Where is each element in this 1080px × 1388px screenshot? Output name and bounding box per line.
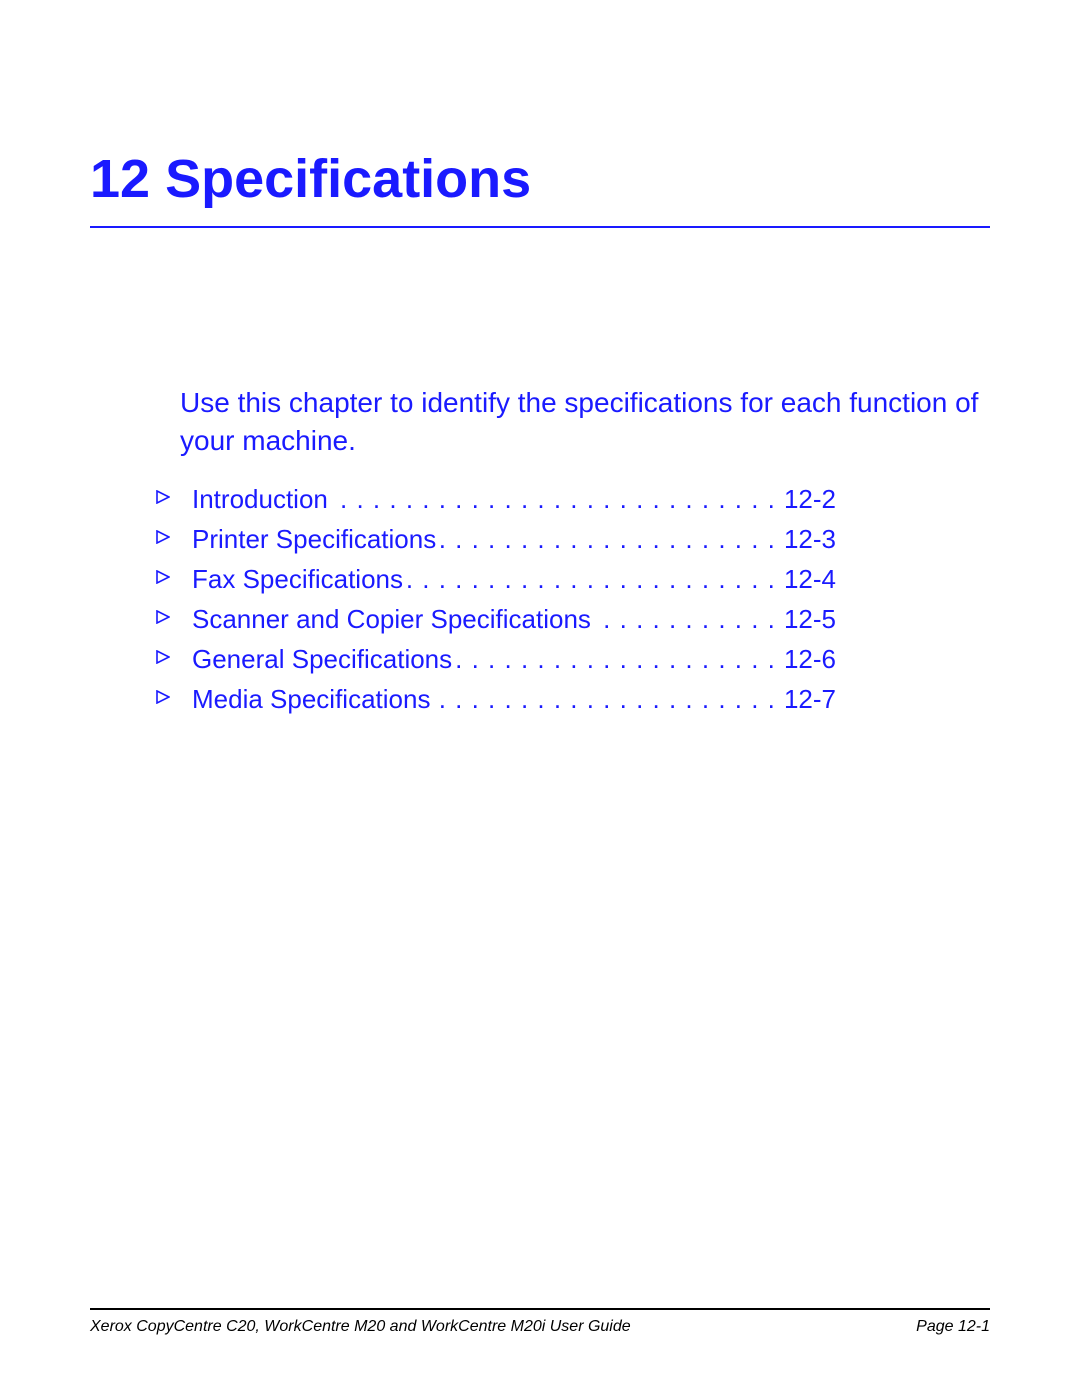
footer-rule bbox=[90, 1308, 990, 1310]
toc-entry[interactable]: . . . . . . . . . . . . . . . . . . . . … bbox=[156, 524, 836, 564]
toc-entry[interactable]: . . . . . . . . . . . . . . . . . . . . … bbox=[156, 644, 836, 684]
footer-guide-title: Xerox CopyCentre C20, WorkCentre M20 and… bbox=[90, 1318, 631, 1336]
chapter-intro-paragraph: Use this chapter to identify the specifi… bbox=[180, 384, 990, 460]
toc-entry-page: 12-4 bbox=[780, 564, 836, 595]
toc-entry-page: 12-5 bbox=[780, 604, 836, 635]
bullet-arrow-icon bbox=[156, 690, 170, 704]
toc-entry-page: 12-6 bbox=[780, 644, 836, 675]
title-underline-rule bbox=[90, 226, 990, 228]
toc-entry[interactable]: . . . . . . . . . . . . . . . . . . . . … bbox=[156, 564, 836, 604]
toc-entry-title: Introduction bbox=[192, 484, 330, 515]
bullet-arrow-icon bbox=[156, 610, 170, 624]
toc-entry[interactable]: . . . . . . . . . . . . . . . . . . . . … bbox=[156, 484, 836, 524]
chapter-title: 12 Specifications bbox=[90, 148, 531, 210]
bullet-arrow-icon bbox=[156, 490, 170, 504]
toc-entry-page: 12-7 bbox=[780, 684, 836, 715]
toc-entry-title: General Specifications bbox=[192, 644, 454, 675]
toc-entry-title: Scanner and Copier Specifications bbox=[192, 604, 593, 635]
footer-page-number: Page 12-1 bbox=[916, 1318, 990, 1336]
toc-entry[interactable]: . . . . . . . . . . . . . . . . . . . . … bbox=[156, 604, 836, 644]
bullet-arrow-icon bbox=[156, 650, 170, 664]
bullet-arrow-icon bbox=[156, 570, 170, 584]
toc-entry-title: Media Specifications bbox=[192, 684, 432, 715]
bullet-arrow-icon bbox=[156, 530, 170, 544]
document-page: 12 Specifications Use this chapter to id… bbox=[0, 0, 1080, 1388]
toc-entry-page: 12-2 bbox=[780, 484, 836, 515]
toc-entry-title: Printer Specifications bbox=[192, 524, 438, 555]
toc-entry[interactable]: . . . . . . . . . . . . . . . . . . . . … bbox=[156, 684, 836, 724]
table-of-contents: . . . . . . . . . . . . . . . . . . . . … bbox=[156, 484, 836, 724]
toc-entry-page: 12-3 bbox=[780, 524, 836, 555]
toc-entry-title: Fax Specifications bbox=[192, 564, 405, 595]
